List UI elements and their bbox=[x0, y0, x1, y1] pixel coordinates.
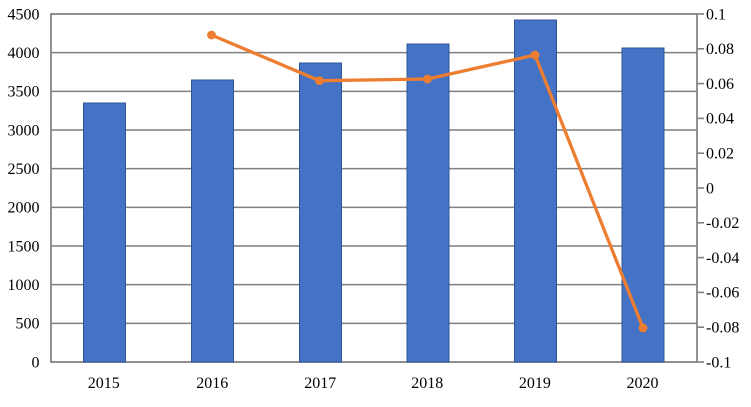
svg-text:0.08: 0.08 bbox=[706, 41, 734, 58]
svg-text:-0.02: -0.02 bbox=[706, 215, 739, 232]
svg-text:0.1: 0.1 bbox=[706, 6, 726, 23]
svg-text:-0.06: -0.06 bbox=[706, 285, 739, 302]
svg-text:0: 0 bbox=[706, 180, 714, 197]
svg-text:2020: 2020 bbox=[627, 375, 659, 392]
svg-text:3500: 3500 bbox=[8, 84, 40, 101]
svg-text:2019: 2019 bbox=[519, 375, 551, 392]
svg-text:1000: 1000 bbox=[8, 277, 40, 294]
svg-text:0.02: 0.02 bbox=[706, 146, 734, 163]
svg-text:-0.04: -0.04 bbox=[706, 250, 739, 267]
svg-text:1500: 1500 bbox=[8, 238, 40, 255]
svg-text:0.04: 0.04 bbox=[706, 111, 734, 128]
svg-text:2015: 2015 bbox=[88, 375, 120, 392]
svg-text:2000: 2000 bbox=[8, 200, 40, 217]
svg-text:3000: 3000 bbox=[8, 122, 40, 139]
svg-text:4000: 4000 bbox=[8, 45, 40, 62]
svg-text:500: 500 bbox=[16, 316, 40, 333]
svg-text:0: 0 bbox=[32, 354, 40, 371]
svg-text:-0.1: -0.1 bbox=[706, 354, 731, 371]
svg-text:2016: 2016 bbox=[196, 375, 228, 392]
svg-text:-0.08: -0.08 bbox=[706, 320, 739, 337]
svg-text:2017: 2017 bbox=[304, 375, 336, 392]
svg-text:2018: 2018 bbox=[411, 375, 443, 392]
svg-text:0.06: 0.06 bbox=[706, 76, 734, 93]
svg-text:2500: 2500 bbox=[8, 161, 40, 178]
svg-text:4500: 4500 bbox=[8, 6, 40, 23]
